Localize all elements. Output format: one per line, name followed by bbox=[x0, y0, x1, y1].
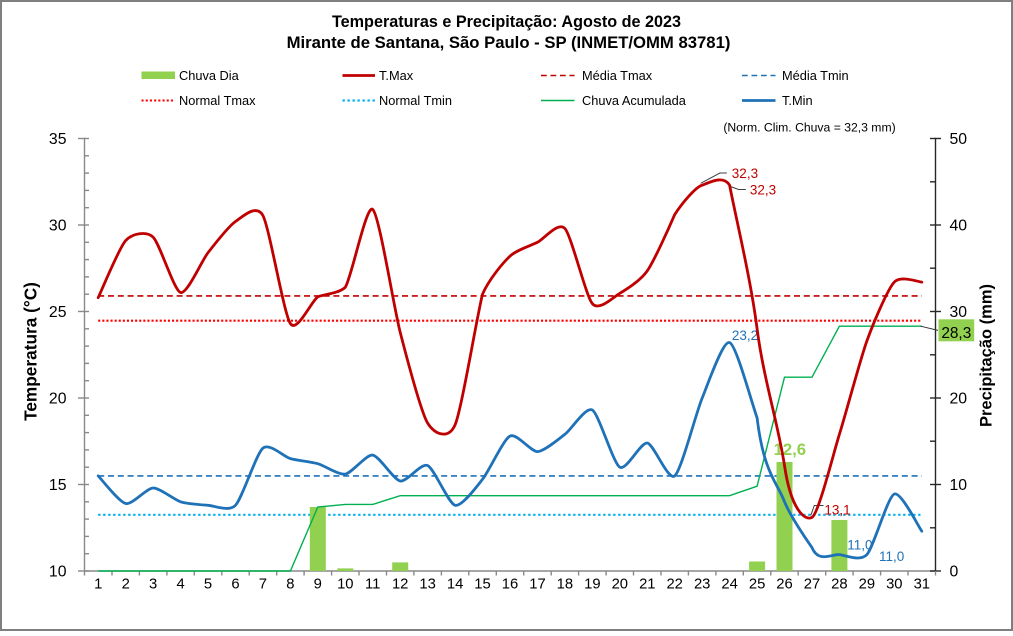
svg-text:20: 20 bbox=[950, 391, 968, 408]
svg-text:Mirante de Santana, São Paulo: Mirante de Santana, São Paulo - SP (INME… bbox=[287, 33, 731, 52]
svg-text:28,3: 28,3 bbox=[941, 325, 971, 342]
svg-text:T.Max: T.Max bbox=[379, 68, 414, 83]
svg-text:24: 24 bbox=[721, 577, 737, 593]
svg-text:10: 10 bbox=[950, 477, 968, 494]
svg-text:Precipitação (mm): Precipitação (mm) bbox=[978, 284, 996, 427]
svg-text:22: 22 bbox=[666, 577, 682, 593]
svg-text:0: 0 bbox=[950, 564, 959, 581]
svg-text:2: 2 bbox=[122, 577, 130, 593]
svg-text:25: 25 bbox=[749, 577, 765, 593]
svg-text:4: 4 bbox=[176, 577, 184, 593]
svg-text:30: 30 bbox=[950, 304, 968, 321]
svg-text:8: 8 bbox=[286, 577, 294, 593]
svg-text:14: 14 bbox=[447, 577, 463, 593]
svg-text:7: 7 bbox=[259, 577, 267, 593]
svg-text:30: 30 bbox=[886, 577, 902, 593]
svg-text:15: 15 bbox=[49, 477, 67, 494]
svg-text:12,6: 12,6 bbox=[774, 440, 806, 459]
svg-text:18: 18 bbox=[557, 577, 573, 593]
svg-text:(Norm. Clim. Chuva = 32,3 mm): (Norm. Clim. Chuva = 32,3 mm) bbox=[723, 121, 895, 135]
svg-text:Média Tmax: Média Tmax bbox=[582, 68, 653, 83]
svg-text:Temperatura (°C): Temperatura (°C) bbox=[20, 282, 40, 421]
svg-text:Normal Tmax: Normal Tmax bbox=[179, 93, 256, 108]
svg-text:26: 26 bbox=[776, 577, 792, 593]
svg-text:20: 20 bbox=[49, 390, 67, 407]
svg-text:Chuva Acumulada: Chuva Acumulada bbox=[582, 93, 687, 108]
svg-text:3: 3 bbox=[149, 577, 157, 593]
svg-text:29: 29 bbox=[859, 577, 875, 593]
svg-text:Média Tmin: Média Tmin bbox=[782, 68, 849, 83]
svg-text:10: 10 bbox=[49, 563, 67, 580]
svg-text:31: 31 bbox=[914, 577, 930, 593]
svg-text:30: 30 bbox=[49, 217, 67, 234]
svg-text:13,1: 13,1 bbox=[824, 503, 850, 518]
svg-text:Chuva Dia: Chuva Dia bbox=[179, 68, 240, 83]
svg-text:19: 19 bbox=[584, 577, 600, 593]
svg-text:32,3: 32,3 bbox=[732, 166, 758, 181]
svg-text:11,0: 11,0 bbox=[879, 549, 904, 564]
svg-text:11,0: 11,0 bbox=[847, 538, 872, 553]
svg-text:11: 11 bbox=[365, 577, 380, 593]
svg-text:17: 17 bbox=[529, 577, 545, 593]
svg-text:27: 27 bbox=[804, 577, 820, 593]
svg-text:32,3: 32,3 bbox=[750, 183, 776, 198]
svg-text:28: 28 bbox=[831, 577, 847, 593]
svg-text:23,2: 23,2 bbox=[732, 328, 758, 343]
svg-text:35: 35 bbox=[49, 131, 67, 148]
svg-text:T.Min: T.Min bbox=[782, 93, 813, 108]
svg-text:5: 5 bbox=[204, 577, 212, 593]
svg-text:12: 12 bbox=[392, 577, 408, 593]
svg-text:23: 23 bbox=[694, 577, 710, 593]
svg-text:6: 6 bbox=[231, 577, 239, 593]
svg-text:40: 40 bbox=[950, 218, 968, 235]
svg-text:Normal Tmin: Normal Tmin bbox=[379, 93, 452, 108]
svg-text:13: 13 bbox=[419, 577, 435, 593]
svg-text:21: 21 bbox=[639, 577, 655, 593]
svg-text:16: 16 bbox=[502, 577, 518, 593]
svg-text:Temperaturas e Precipitação: A: Temperaturas e Precipitação: Agosto de 2… bbox=[332, 13, 681, 31]
svg-text:15: 15 bbox=[474, 577, 490, 593]
svg-text:25: 25 bbox=[49, 304, 67, 321]
svg-text:20: 20 bbox=[612, 577, 628, 593]
svg-text:50: 50 bbox=[950, 131, 968, 148]
svg-text:1: 1 bbox=[94, 577, 102, 593]
svg-text:10: 10 bbox=[337, 577, 353, 593]
svg-text:9: 9 bbox=[314, 577, 322, 593]
